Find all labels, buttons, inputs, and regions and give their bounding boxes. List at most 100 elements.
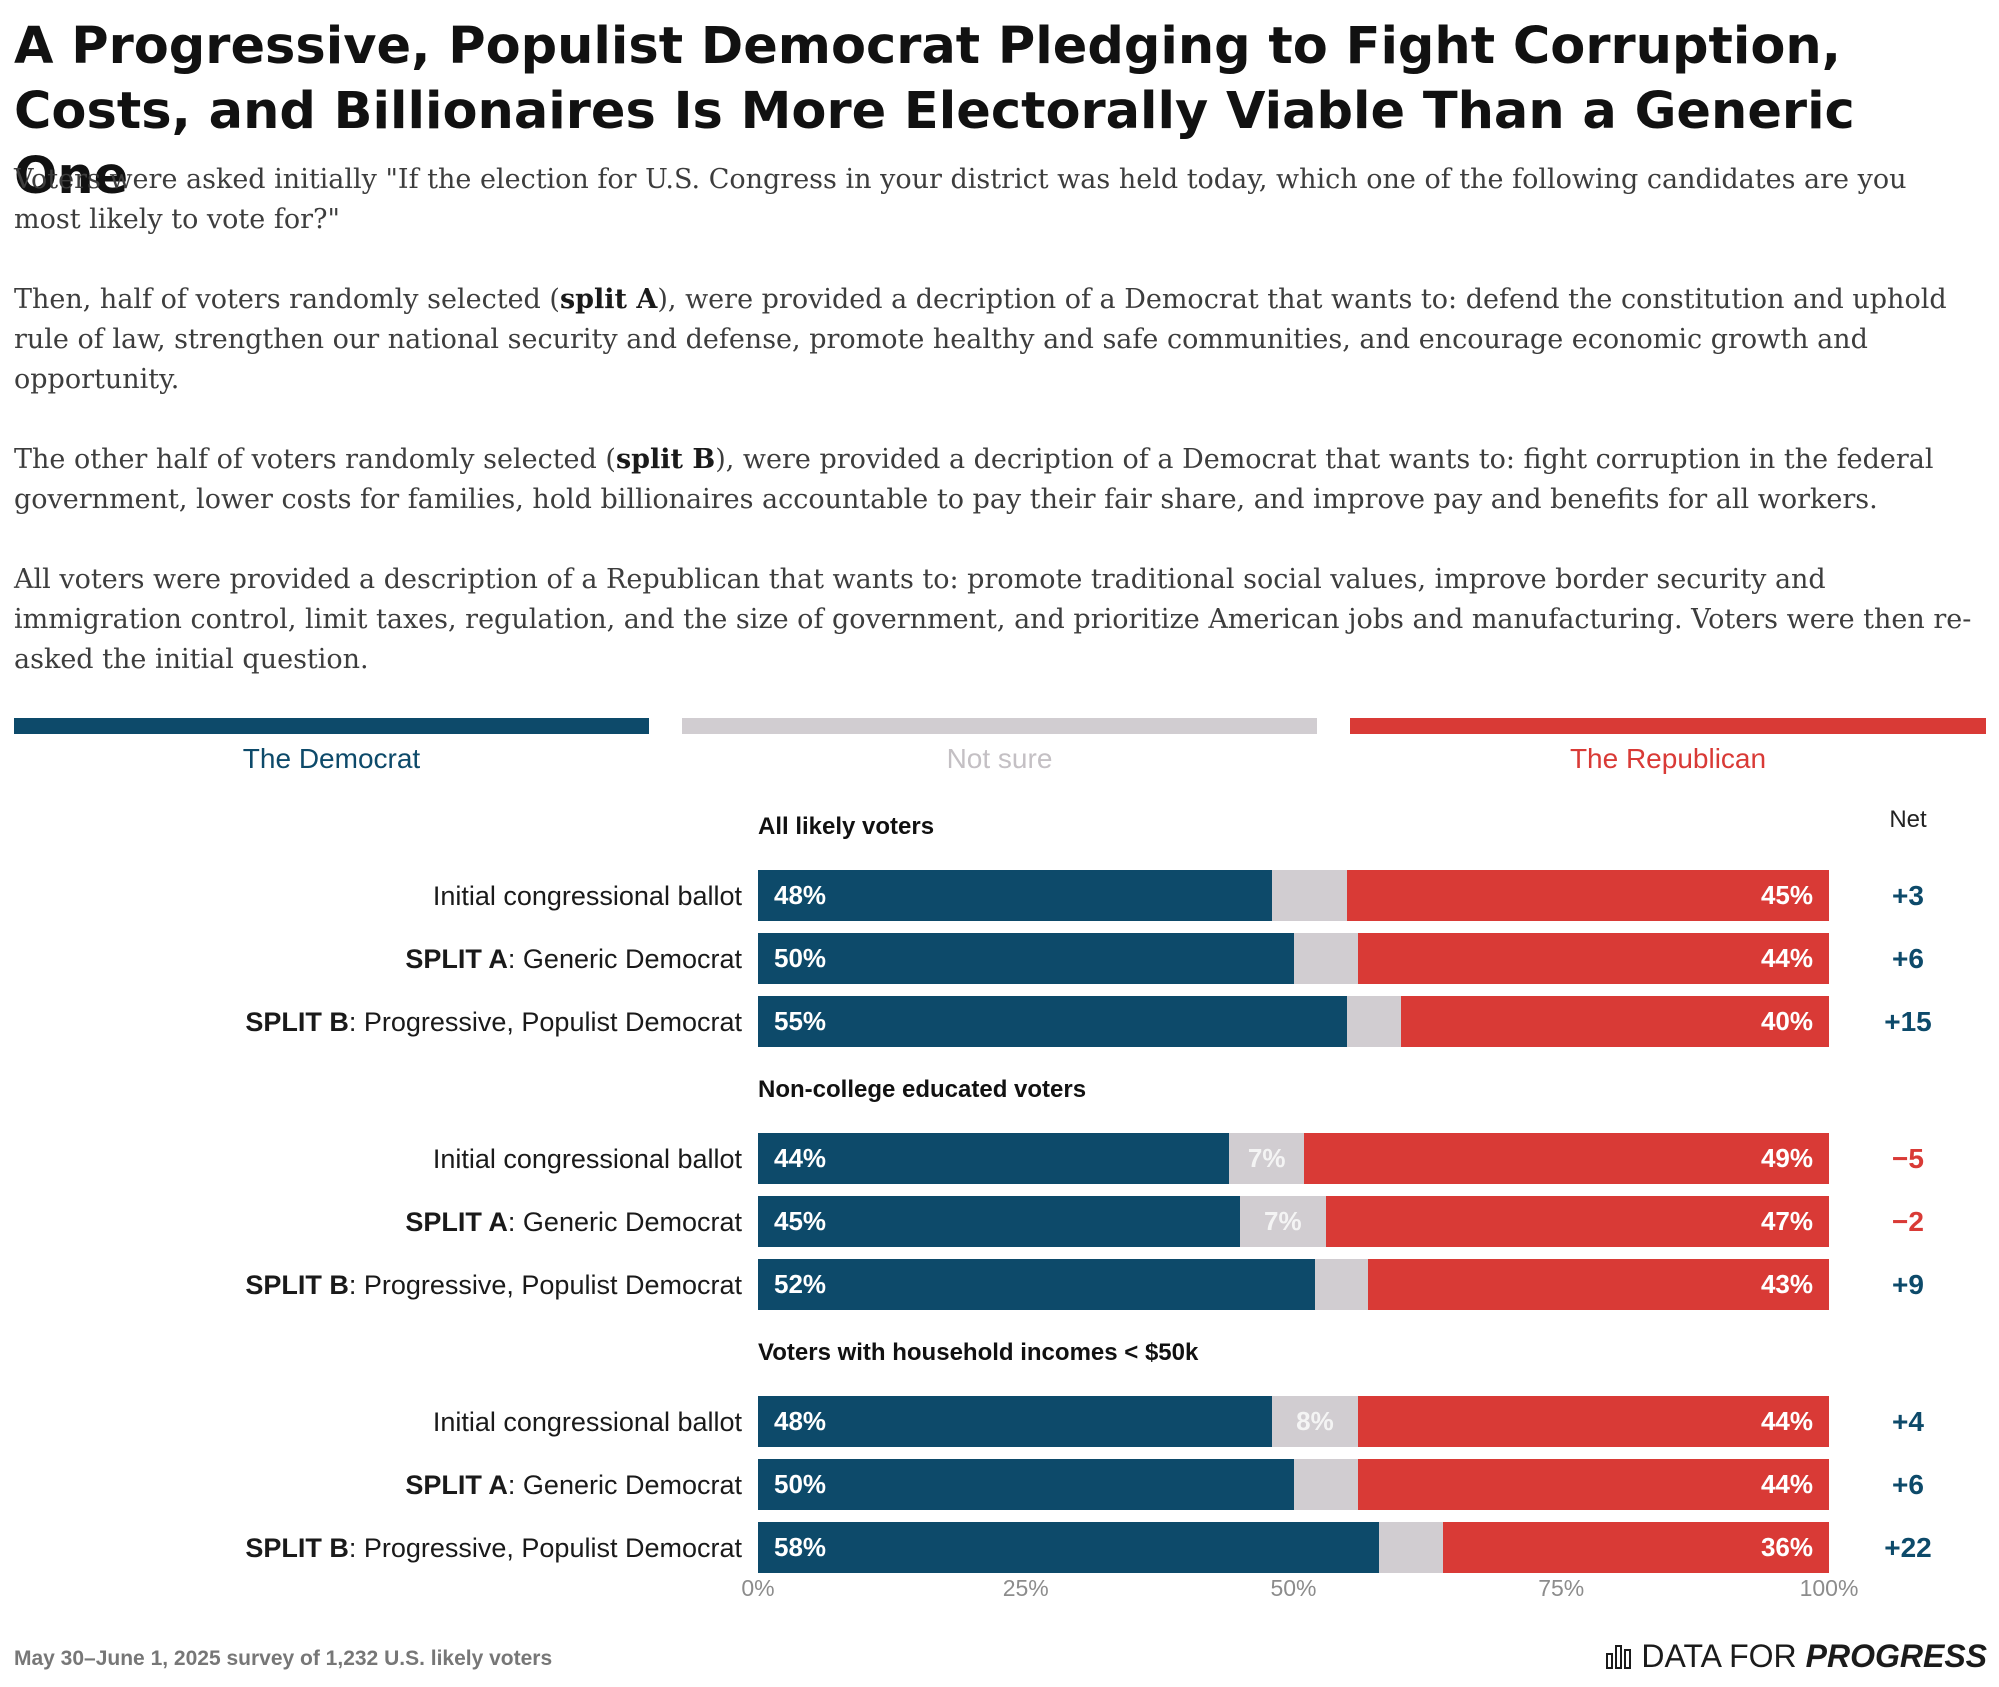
x-tick-label-5: 100% [1799,1575,1859,1601]
group-1-row-1-label: Initial congressional ballot [433,879,742,913]
group-2-row-3-net-value: +9 [1892,1269,1924,1300]
row-label-bold: SPLIT B [245,1533,349,1563]
group-1-row-3-republican-value: 40% [1760,1006,1813,1036]
group-3-row-2-republican-value: 44% [1760,1469,1813,1499]
row-label-text: : Generic Democrat [507,944,742,974]
group-2-row-3-label: SPLIT B: Progressive, Populist Democrat [245,1268,742,1302]
group-3-row-3-net-value: +22 [1884,1532,1932,1563]
row-label-text: : Progressive, Populist Democrat [348,1270,742,1300]
group-2-row-2-democrat-value: 45% [774,1206,827,1236]
legend-not-sure: Not sure [682,718,1317,774]
group-2-row-1-not-sure-bar [1229,1133,1305,1184]
group-3-row-1-not-sure-value: 8% [1296,1406,1334,1436]
group-3-row-3-label: SPLIT B: Progressive, Populist Democrat [245,1531,742,1565]
group-title-all-likely-voters: All likely voters [758,813,935,840]
intro-paragraph-3: The other half of voters randomly select… [14,440,1979,520]
group-1-row-1-democrat-bar [758,870,1273,921]
row-label-bold: SPLIT A [405,944,508,974]
group-3-row-1-republican-bar [1357,1396,1829,1447]
group-3-row-2-net-value: +6 [1892,1469,1924,1500]
group-1-row-3-label: SPLIT B: Progressive, Populist Democrat [245,1005,742,1039]
data-for-progress-logo: DATA FOR PROGRESS [1605,1636,1987,1676]
row-label-text: : Generic Democrat [507,1207,742,1237]
intro-p3-bold: split B [615,444,716,475]
legend-democrat: The Democrat [14,718,649,774]
group-1-row-2-not-sure-bar [1293,933,1358,984]
bar-chart-icon [1606,1645,1632,1669]
intro-paragraph-2: Then, half of voters randomly selected (… [14,280,1979,400]
net-column-header: Net [1889,806,1927,833]
legend-republican-label: The Republican [1569,743,1767,774]
group-3-row-1-republican-value: 44% [1760,1406,1813,1436]
row-label-bold: SPLIT B [245,1007,349,1037]
group-2-row-3-democrat-value: 52% [774,1269,827,1299]
group-3-row-1-democrat-bar [758,1396,1273,1447]
group-1-row-1-net-value: +3 [1892,880,1924,911]
group-3-row-2-not-sure-bar [1293,1459,1358,1510]
chart-title: A Progressive, Populist Democrat Pledgin… [14,17,1855,206]
row-label-text: Initial congressional ballot [432,1144,742,1174]
group-3-row-3-not-sure-bar [1379,1522,1444,1573]
group-3-row-2-democrat-bar [758,1459,1294,1510]
group-1-row-2-republican-value: 44% [1760,943,1813,973]
x-tick-label-1: 0% [741,1575,775,1601]
group-1-row-1-republican-bar [1347,870,1829,921]
intro-paragraph-1: Voters were asked initially "If the elec… [14,164,1907,235]
group-1-row-1-democrat-value: 48% [774,880,827,910]
group-3-row-3-democrat-value: 58% [774,1532,827,1562]
legend-republican-swatch [1350,718,1986,734]
group-2-row-2-republican-value: 47% [1760,1206,1813,1236]
intro-p2-bold: split A [559,284,658,315]
intro-p3-start: The other half of voters randomly select… [14,444,616,475]
row-label-text: : Progressive, Populist Democrat [348,1007,742,1037]
group-1-row-3-republican-bar [1400,996,1829,1047]
group-2-row-2-net-value: −2 [1892,1206,1924,1237]
group-3-row-3-republican-value: 36% [1760,1532,1813,1562]
group-2-row-1-net-value: −5 [1892,1143,1924,1174]
group-2-row-3-republican-bar [1368,1259,1829,1310]
group-2-row-1-not-sure-value: 7% [1247,1143,1286,1173]
group-3-row-1-net-value: +4 [1892,1406,1924,1437]
row-label-bold: SPLIT B [245,1270,349,1300]
legend-not-sure-label: Not sure [946,743,1053,774]
group-1-row-3-democrat-value: 55% [774,1006,827,1036]
legend-not-sure-swatch [682,718,1317,734]
group-title-voters-with-household-incomes-50k: Voters with household incomes < $50k [758,1339,1199,1366]
group-1-row-2-republican-bar [1357,933,1829,984]
group-1-row-1-not-sure-bar [1272,870,1348,921]
group-2-row-2-republican-bar [1325,1196,1829,1247]
intro-p2-end: ), were provided a decription of a Democ… [14,284,1947,395]
group-2-row-2-label: SPLIT A: Generic Democrat [405,1205,742,1239]
group-2-row-3-republican-value: 43% [1760,1269,1813,1299]
group-3-row-2-democrat-value: 50% [774,1469,827,1499]
group-3-row-3-democrat-bar [758,1522,1380,1573]
group-3-row-1-democrat-value: 48% [774,1406,827,1436]
row-label-text: : Generic Democrat [507,1470,742,1500]
legend-republican: The Republican [1350,718,1986,774]
row-label-text: Initial congressional ballot [432,1407,742,1437]
row-label-bold: SPLIT A [405,1207,508,1237]
group-2-row-1-republican-value: 49% [1760,1143,1813,1173]
x-tick-label-4: 75% [1538,1575,1585,1601]
group-1-row-2-label: SPLIT A: Generic Democrat [405,942,742,976]
group-1-row-3-democrat-bar [758,996,1348,1047]
group-1-row-1-republican-value: 45% [1760,880,1813,910]
intro-text: Voters were asked initially "If the elec… [14,160,1979,720]
group-2-row-2-democrat-bar [758,1196,1240,1247]
x-tick-label-3: 50% [1270,1575,1317,1601]
group-2-row-1-democrat-bar [758,1133,1230,1184]
group-3-row-2-label: SPLIT A: Generic Democrat [405,1468,742,1502]
group-1-row-2-democrat-bar [758,933,1294,984]
group-3-row-1-label: Initial congressional ballot [433,1405,742,1439]
x-tick-label-2: 25% [1002,1575,1049,1601]
row-label-text: : Progressive, Populist Democrat [348,1533,742,1563]
group-3-row-1-not-sure-bar [1272,1396,1358,1447]
group-3-row-2-republican-bar [1357,1459,1829,1510]
legend-democrat-swatch [14,718,649,734]
group-2-row-3-democrat-bar [758,1259,1315,1310]
group-1-row-3-net-value: +15 [1884,1006,1932,1037]
group-1-row-2-net-value: +6 [1892,943,1924,974]
row-label-text: Initial congressional ballot [432,881,742,911]
group-title-non-college-educated-voters: Non-college educated voters [758,1076,1087,1103]
